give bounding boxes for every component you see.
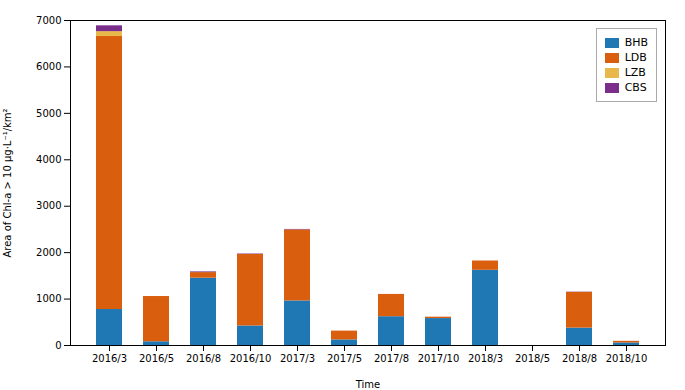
- svg-text:2000: 2000: [36, 247, 61, 258]
- svg-text:2017/3: 2017/3: [280, 353, 315, 364]
- svg-text:3000: 3000: [36, 200, 61, 211]
- html-text:LZB: LZB: [624, 66, 646, 79]
- svg-text:2018/3: 2018/3: [468, 353, 503, 364]
- svg-text:5000: 5000: [36, 108, 61, 119]
- svg-text:2017/5: 2017/5: [327, 353, 362, 364]
- svg-text:Area of Chl-a > 10 μg·L⁻¹/km²: Area of Chl-a > 10 μg·L⁻¹/km²: [2, 108, 13, 257]
- svg-text:2016/10: 2016/10: [230, 353, 272, 364]
- svg-text:2018/8: 2018/8: [562, 353, 597, 364]
- svg-text:2018/5: 2018/5: [515, 353, 550, 364]
- svg-text:6000: 6000: [36, 61, 61, 72]
- html-text:BHB: BHB: [624, 36, 648, 49]
- html-text:LDB: LDB: [624, 51, 647, 64]
- svg-text:0: 0: [55, 340, 61, 351]
- svg-text:2017/8: 2017/8: [374, 353, 409, 364]
- svg-text:2016/8: 2016/8: [186, 353, 221, 364]
- svg-text:2018/10: 2018/10: [606, 353, 648, 364]
- svg-text:2016/5: 2016/5: [139, 353, 174, 364]
- html-text:CBS: CBS: [624, 81, 647, 94]
- svg-text:7000: 7000: [36, 15, 61, 26]
- svg-text:1000: 1000: [36, 293, 61, 304]
- svg-text:2017/10: 2017/10: [418, 353, 460, 364]
- svg-text:Time: Time: [355, 379, 380, 390]
- svg-text:2016/3: 2016/3: [92, 353, 127, 364]
- svg-text:4000: 4000: [36, 154, 61, 165]
